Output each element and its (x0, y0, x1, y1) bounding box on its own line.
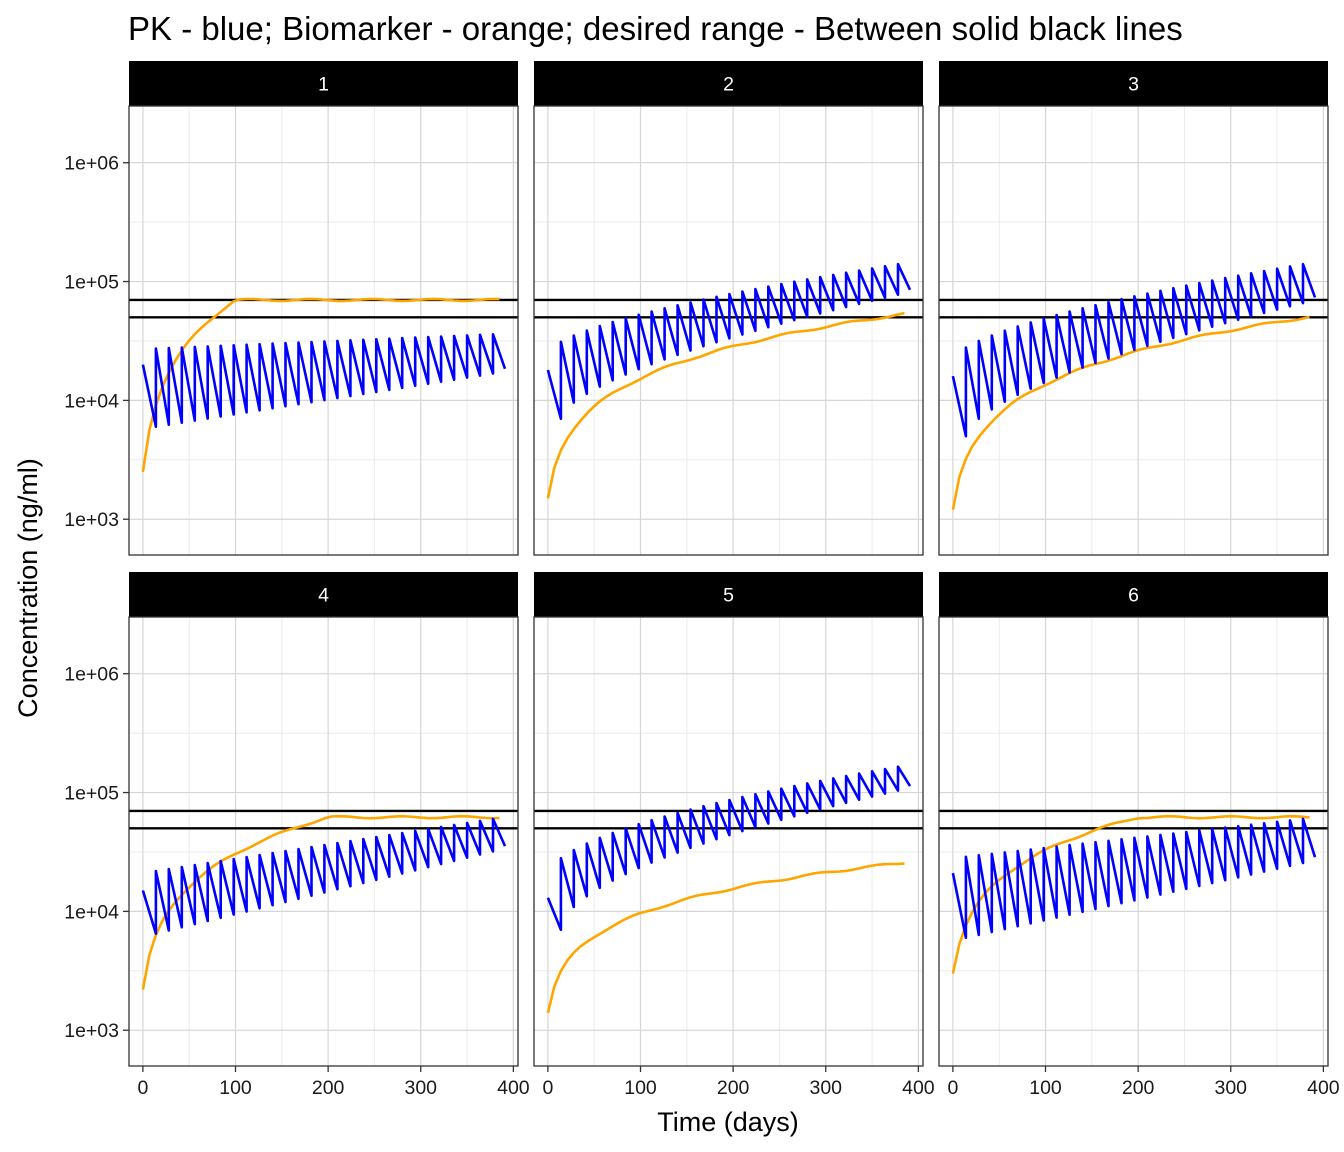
strip-label: 1 (318, 74, 329, 96)
panel-border (533, 105, 924, 556)
y-axis-title: Concentration (ng/ml) (13, 458, 43, 718)
x-tick-label: 300 (404, 1077, 437, 1099)
strip-background (129, 572, 518, 617)
x-tick-label: 400 (902, 1077, 935, 1099)
panel-border (128, 616, 519, 1067)
x-axis-title: Time (days) (657, 1107, 799, 1137)
panel-border (938, 616, 1329, 1067)
panel-border (533, 616, 924, 1067)
strip-background (534, 61, 923, 106)
y-tick-label: 1e+05 (64, 272, 119, 294)
x-tick-label: 200 (312, 1077, 345, 1099)
x-tick-label: 0 (947, 1077, 958, 1099)
x-tick-label: 0 (137, 1077, 148, 1099)
strip-label: 3 (1128, 74, 1139, 96)
facet-panel-4: 4 1e+03 1e+04 1e+05 1e+06 0 100 200 300 400 (64, 572, 530, 1099)
facet-panel-3: 3 (938, 61, 1329, 556)
strip-background (534, 572, 923, 617)
y-tick-label: 1e+06 (64, 153, 119, 175)
y-tick-label: 1e+04 (64, 901, 119, 923)
x-tick-label: 100 (624, 1077, 657, 1099)
chart-title: PK - blue; Biomarker - orange; desired r… (128, 10, 1183, 47)
biomarker-series-line (141, 297, 500, 473)
biomarker-series-line (141, 814, 500, 990)
biomarker-series-line (951, 315, 1310, 511)
facet-panel-1: 1 1e+03 1e+04 1e+05 1e+06 (64, 61, 519, 556)
facet-panel-2: 2 (533, 61, 924, 556)
panel-border (938, 105, 1329, 556)
pk-series-line (951, 817, 1317, 940)
x-tick-label: 200 (1122, 1077, 1155, 1099)
x-tick-label: 200 (717, 1077, 750, 1099)
strip-label: 6 (1128, 585, 1139, 607)
panel-border (128, 105, 519, 556)
x-tick-label: 400 (497, 1077, 530, 1099)
y-tick-label: 1e+06 (64, 664, 119, 686)
biomarker-series-line (546, 311, 905, 499)
strip-label: 2 (723, 74, 734, 96)
biomarker-series-line (546, 862, 905, 1014)
y-tick-label: 1e+05 (64, 783, 119, 805)
strip-label: 4 (318, 585, 329, 607)
pk-series-line (141, 332, 507, 429)
strip-background (129, 61, 518, 106)
pk-series-line (141, 817, 507, 935)
pk-series-line (546, 765, 912, 932)
y-tick-label: 1e+04 (64, 390, 119, 412)
x-tick-label: 300 (1214, 1077, 1247, 1099)
x-tick-label: 300 (809, 1077, 842, 1099)
strip-background (939, 572, 1328, 617)
y-tick-label: 1e+03 (64, 509, 119, 531)
biomarker-series-line (951, 814, 1310, 974)
x-tick-label: 100 (1029, 1077, 1062, 1099)
x-tick-label: 100 (219, 1077, 252, 1099)
x-tick-label: 400 (1307, 1077, 1340, 1099)
pk-series-line (951, 262, 1317, 438)
facet-panel-6: 6 0 100 200 300 400 (938, 572, 1340, 1099)
pk-series-line (546, 262, 912, 421)
facet-panel-5: 5 0 100 200 300 400 (533, 572, 935, 1099)
strip-background (939, 61, 1328, 106)
x-tick-label: 0 (542, 1077, 553, 1099)
strip-label: 5 (723, 585, 734, 607)
y-tick-label: 1e+03 (64, 1020, 119, 1042)
